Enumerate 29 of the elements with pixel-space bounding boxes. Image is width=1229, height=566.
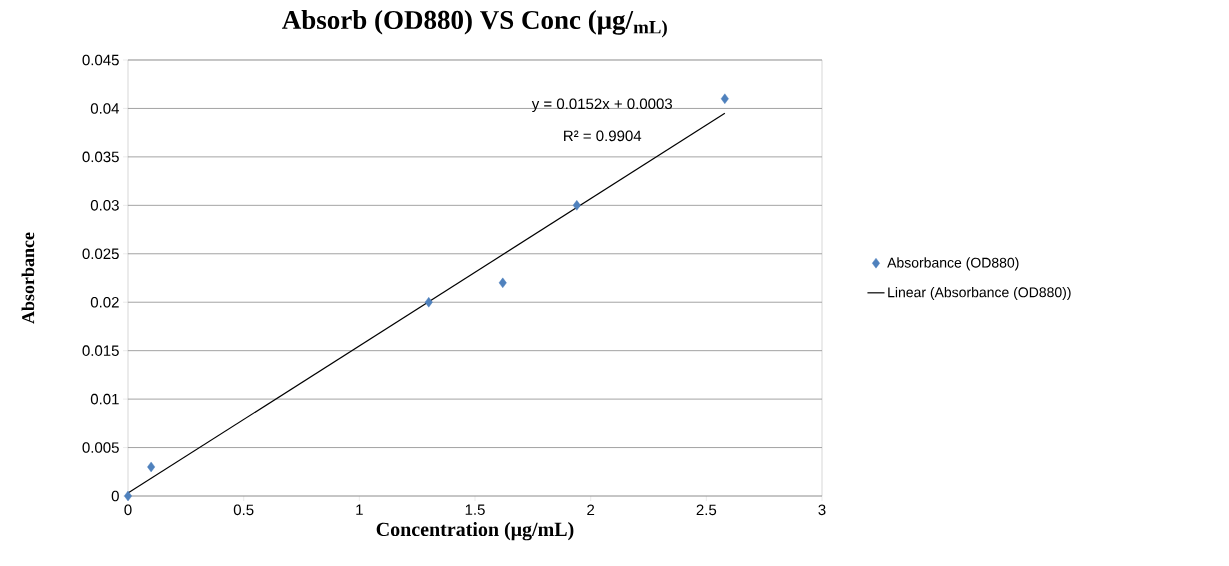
point: [424, 297, 433, 308]
annotation: R² = 0.9904: [564, 130, 642, 142]
x-tick-label: 1.5: [465, 504, 485, 515]
point: [498, 277, 507, 289]
y-tick-label: 0.025: [82, 248, 119, 260]
y-tick-label: 0.04: [90, 103, 120, 114]
y-tick-label: 0.01: [90, 393, 119, 405]
point: [147, 461, 156, 473]
point: [720, 93, 729, 104]
y-tick-label: 0.03: [90, 200, 119, 211]
x-tick-label: 0: [124, 504, 132, 516]
legend-label: Linear (Absorbance (OD880)): [888, 287, 1071, 301]
legend-label: Absorbance (OD880): [887, 257, 1019, 271]
y-tick-label: 0.005: [82, 442, 119, 453]
x-axis-title: Concentration (μg/mL): [376, 522, 574, 541]
x-tick-label: 3: [818, 504, 826, 516]
chart-title: Absorb (OD880) VS Conc (μg/$_{mL)}$: [282, 10, 667, 38]
y-tick-label: 0.015: [82, 345, 119, 356]
x-tick-label: 2.5: [696, 504, 717, 516]
x-tick-label: 0.5: [233, 504, 254, 516]
annotation: y = 0.0152x + 0.0003: [531, 98, 673, 113]
x-tick-label: 2: [587, 504, 595, 516]
y-tick-label: 0.035: [82, 151, 119, 163]
y-axis-title: Absorbance: [21, 232, 35, 324]
point: [572, 200, 581, 211]
y-tick-label: 0.02: [90, 296, 119, 308]
y-tick-label: 0.045: [82, 54, 119, 66]
x-tick-label: 1: [356, 504, 363, 515]
y-tick-label: 0: [111, 490, 119, 502]
